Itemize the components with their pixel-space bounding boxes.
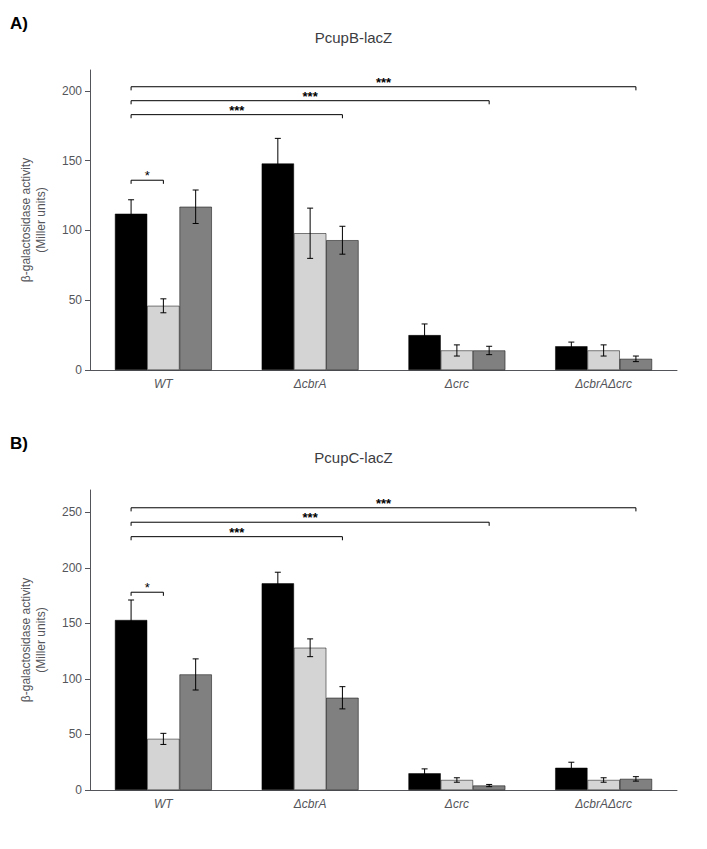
svg-text:WT: WT: [154, 377, 174, 391]
svg-text:200: 200: [62, 84, 82, 98]
svg-text:***: ***: [376, 496, 392, 511]
svg-text:*: *: [145, 580, 150, 595]
svg-text:250: 250: [62, 505, 82, 519]
svg-text:50: 50: [69, 727, 83, 741]
svg-text:(Miller units): (Miller units): [34, 187, 48, 252]
svg-text:B): B): [10, 434, 28, 453]
svg-text:100: 100: [62, 223, 82, 237]
svg-text:ΔcbrA: ΔcbrA: [293, 797, 327, 811]
svg-text:150: 150: [62, 154, 82, 168]
svg-text:A): A): [10, 14, 28, 33]
svg-text:0: 0: [75, 783, 82, 797]
svg-text:PcupB-lacZ: PcupB-lacZ: [315, 29, 393, 46]
svg-text:***: ***: [303, 89, 319, 104]
svg-text:WT: WT: [154, 797, 174, 811]
svg-text:100: 100: [62, 672, 82, 686]
svg-text:ΔcbrAΔcrc: ΔcbrAΔcrc: [574, 377, 632, 391]
svg-text:***: ***: [376, 75, 392, 90]
svg-text:150: 150: [62, 616, 82, 630]
svg-text:ΔcbrA: ΔcbrA: [293, 377, 327, 391]
svg-text:***: ***: [303, 510, 319, 525]
svg-text:***: ***: [229, 103, 245, 118]
svg-text:β-galactosidase activity: β-galactosidase activity: [19, 578, 33, 702]
svg-text:***: ***: [229, 525, 245, 540]
svg-text:Δcrc: Δcrc: [444, 377, 469, 391]
svg-text:β-galactosidase activity: β-galactosidase activity: [19, 158, 33, 282]
svg-text:(Miller units): (Miller units): [34, 607, 48, 672]
svg-text:50: 50: [69, 293, 83, 307]
svg-text:0: 0: [75, 363, 82, 377]
svg-text:ΔcbrAΔcrc: ΔcbrAΔcrc: [574, 797, 632, 811]
svg-text:Δcrc: Δcrc: [444, 797, 469, 811]
svg-text:*: *: [145, 168, 150, 183]
svg-text:200: 200: [62, 561, 82, 575]
svg-text:PcupC-lacZ: PcupC-lacZ: [314, 449, 392, 466]
